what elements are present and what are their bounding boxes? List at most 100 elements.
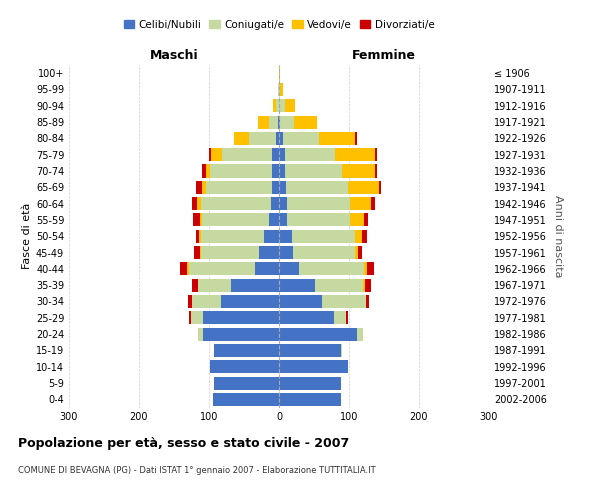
Bar [295,116,317,128]
Bar [190,262,254,276]
Bar [272,148,279,161]
Text: COMUNE DI BEVAGNA (PG) - Dati ISTAT 1° gennaio 2007 - Elaborazione TUTTITALIA.IT: COMUNE DI BEVAGNA (PG) - Dati ISTAT 1° g… [18,466,376,475]
Bar [316,278,363,291]
Bar [191,197,197,210]
Bar [202,246,259,259]
Bar [269,116,278,128]
Bar [211,148,221,161]
Bar [188,295,191,308]
Bar [202,181,205,194]
Bar [279,148,284,161]
Bar [192,278,198,291]
Bar [187,262,190,276]
Bar [203,328,279,340]
Bar [269,214,279,226]
Bar [258,116,269,128]
Bar [275,99,279,112]
Bar [206,164,211,177]
Bar [196,181,202,194]
Bar [196,230,199,243]
Bar [200,246,202,259]
Bar [198,278,232,291]
Bar [274,99,275,112]
Bar [279,376,341,390]
Bar [200,230,263,243]
Bar [293,246,355,259]
Bar [254,262,279,276]
Bar [286,181,347,194]
Bar [221,295,279,308]
Bar [358,328,363,340]
Bar [272,164,279,177]
Bar [358,246,362,259]
Bar [263,230,279,243]
Bar [214,376,279,390]
Bar [279,278,316,291]
Bar [299,262,364,276]
Text: Maschi: Maschi [149,48,199,62]
Bar [279,393,341,406]
Bar [279,246,293,259]
Bar [350,197,371,210]
Bar [191,312,203,324]
Bar [199,230,200,243]
Legend: Celibi/Nubili, Coniugati/e, Vedovi/e, Divorziati/e: Celibi/Nubili, Coniugati/e, Vedovi/e, Di… [119,16,439,34]
Bar [279,214,287,226]
Bar [279,83,280,96]
Bar [287,197,350,210]
Y-axis label: Fasce di età: Fasce di età [22,203,32,270]
Bar [284,99,295,112]
Bar [375,164,377,177]
Bar [362,230,367,243]
Bar [367,262,374,276]
Bar [279,344,341,357]
Bar [205,181,272,194]
Bar [279,230,292,243]
Bar [214,344,279,357]
Bar [375,148,377,161]
Bar [284,164,342,177]
Bar [334,312,346,324]
Bar [278,83,279,96]
Bar [364,262,367,276]
Bar [279,312,334,324]
Bar [355,246,358,259]
Bar [279,262,299,276]
Bar [292,230,355,243]
Bar [197,197,200,210]
Bar [193,214,200,226]
Bar [347,181,379,194]
Bar [342,164,375,177]
Bar [203,312,279,324]
Bar [355,230,362,243]
Bar [287,214,350,226]
Bar [259,246,279,259]
Bar [350,214,364,226]
Bar [280,116,295,128]
Bar [200,197,271,210]
Bar [232,278,279,291]
Text: Femmine: Femmine [352,48,416,62]
Bar [355,132,356,145]
Bar [366,295,370,308]
Bar [211,164,272,177]
Bar [198,328,203,340]
Text: Popolazione per età, sesso e stato civile - 2007: Popolazione per età, sesso e stato civil… [18,438,349,450]
Bar [278,116,279,128]
Bar [221,148,272,161]
Bar [279,197,287,210]
Bar [363,278,365,291]
Bar [211,360,279,373]
Bar [233,132,249,145]
Bar [364,214,368,226]
Bar [280,83,283,96]
Bar [335,148,375,161]
Bar [279,116,280,128]
Y-axis label: Anni di nascita: Anni di nascita [553,195,563,278]
Bar [365,278,371,291]
Bar [279,66,280,80]
Bar [379,181,381,194]
Bar [202,164,206,177]
Bar [279,132,283,145]
Bar [189,312,191,324]
